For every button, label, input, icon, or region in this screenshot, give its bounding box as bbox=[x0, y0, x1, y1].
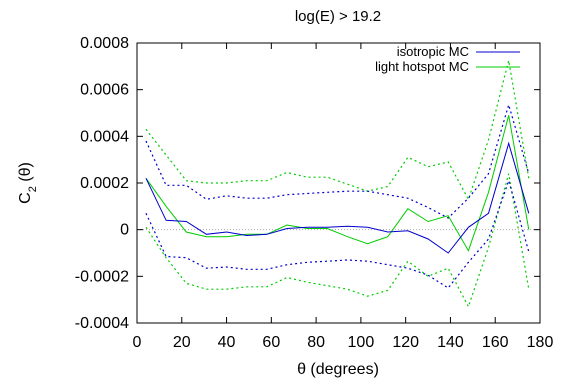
x-tick-label: 20 bbox=[173, 334, 191, 351]
x-tick-label: 40 bbox=[218, 334, 236, 351]
x-tick-label: 80 bbox=[307, 334, 325, 351]
isotropic-series-line bbox=[145, 141, 530, 254]
y-tick-label: -0.0004 bbox=[75, 315, 129, 332]
x-tick-label: 180 bbox=[527, 334, 554, 351]
plot-frame bbox=[136, 42, 541, 324]
isotropic-upper-band bbox=[145, 102, 530, 219]
x-tick-label: 60 bbox=[262, 334, 280, 351]
y-axis-label: C2 (θ) bbox=[17, 162, 39, 204]
plot-area bbox=[137, 60, 540, 309]
y-axis: -0.0004 -0.0002 0 0.0002 0.0004 0.0006 0.0008 bbox=[75, 35, 540, 332]
y-tick-label: 0.0002 bbox=[80, 175, 129, 192]
y-tick-label: -0.0002 bbox=[75, 268, 129, 285]
hotspot-series-line bbox=[145, 115, 530, 252]
x-tick-label: 160 bbox=[482, 334, 509, 351]
isotropic-lower-band bbox=[145, 178, 530, 289]
x-axis-label: θ (degrees) bbox=[297, 361, 379, 378]
y-axis-label-sub: 2 bbox=[27, 186, 39, 192]
y-axis-label-rest: (θ) bbox=[17, 162, 34, 186]
hotspot-lower-band bbox=[145, 173, 530, 309]
y-tick-label: 0 bbox=[120, 222, 129, 239]
x-axis: 0 20 40 60 80 100 120 140 160 180 bbox=[133, 43, 554, 351]
chart-title: log(E) > 19.2 bbox=[295, 8, 381, 25]
y-tick-label: 0.0004 bbox=[80, 128, 129, 145]
legend-label-hotspot: light hotspot MC bbox=[375, 59, 469, 74]
y-tick-label: 0.0008 bbox=[80, 35, 129, 52]
x-tick-label: 120 bbox=[392, 334, 419, 351]
hotspot-upper-band bbox=[145, 60, 530, 201]
y-axis-label-main: C bbox=[17, 192, 34, 204]
x-tick-label: 140 bbox=[437, 334, 464, 351]
y-tick-label: 0.0006 bbox=[80, 82, 129, 99]
x-tick-label: 0 bbox=[133, 334, 142, 351]
legend-label-isotropic: isotropic MC bbox=[397, 44, 469, 59]
x-tick-label: 100 bbox=[348, 334, 375, 351]
legend: isotropic MC light hotspot MC bbox=[375, 44, 520, 74]
